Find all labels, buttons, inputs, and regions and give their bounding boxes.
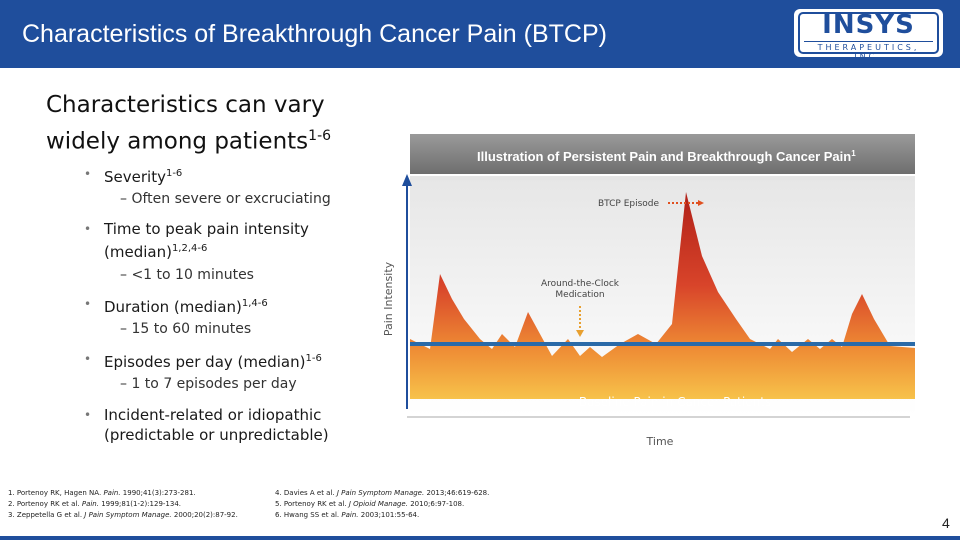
headline: Characteristics can vary widely among pa… [46, 90, 331, 158]
bullet-dot-icon: • [84, 167, 92, 181]
sub-bullet-text: 1 to 7 episodes per day [131, 376, 297, 392]
btcp-legend-arrow-icon [698, 200, 704, 206]
bullet-text: Duration (median) [104, 298, 242, 316]
headline-line2: widely among patients [46, 128, 309, 155]
sub-bullet-time-to-peak: – <1 to 10 minutes [120, 267, 254, 283]
chart-title: Illustration of Persistent Pain and Brea… [477, 149, 856, 164]
bullet-citation: 1,2,4-6 [171, 243, 208, 254]
bullet-dot-icon: • [84, 297, 92, 311]
footer-bar [0, 536, 960, 540]
reference-item: 1. Portenoy RK, Hagen NA. Pain. 1990;41(… [8, 489, 196, 497]
bullet-dot-icon: • [84, 408, 92, 422]
reference-item: 5. Portenoy RK et al. J Opioid Manage. 2… [275, 500, 465, 508]
bullet-dot-icon: • [84, 222, 92, 236]
bullet-text: Time to peak pain intensity [104, 220, 309, 238]
bullet-text-line2: (median) [104, 243, 172, 261]
reference-item: 2. Portenoy RK et al. Pain. 1999;81(1-2)… [8, 500, 182, 508]
pain-illustration-chart: Illustration of Persistent Pain and Brea… [382, 134, 915, 448]
logo-subtext: THERAPEUTICS, INC. [804, 41, 933, 61]
insys-logo: INSYS THERAPEUTICS, INC. [794, 9, 943, 61]
bullet-text-line2: (predictable or unpredictable) [104, 426, 329, 444]
sub-bullet-text: 15 to 60 minutes [131, 321, 252, 337]
bullet-citation: 1-6 [165, 168, 183, 179]
bullet-dot-icon: • [84, 352, 92, 366]
page-number: 4 [942, 515, 950, 531]
sub-bullet-episodes: – 1 to 7 episodes per day [120, 376, 297, 392]
sub-bullet-duration: – 15 to 60 minutes [120, 321, 252, 337]
bullet-citation: 1,4-6 [241, 298, 268, 309]
chart-title-bar [410, 134, 915, 174]
atc-label-line1: Around-the-Clock [541, 279, 620, 289]
slide-title: Characteristics of Breakthrough Cancer P… [22, 20, 607, 48]
headline-citation: 1-6 [308, 128, 332, 144]
headline-line1: Characteristics can vary [46, 92, 325, 118]
reference-item: 4. Davies A et al. J Pain Symptom Manage… [275, 489, 490, 497]
atc-arrow-icon [576, 330, 584, 337]
references-col2: 4. Davies A et al. J Pain Symptom Manage… [275, 488, 489, 521]
y-axis-arrow-icon [402, 174, 412, 186]
bullet-citation: 1-6 [305, 353, 322, 364]
bullet-text: Episodes per day (median) [104, 353, 306, 371]
bullet-text: Severity [104, 168, 166, 186]
bullet-text: Incident-related or idiopathic [104, 406, 322, 424]
btcp-legend-label: BTCP Episode [598, 199, 660, 209]
reference-item: 3. Zeppetella G et al. J Pain Symptom Ma… [8, 511, 238, 519]
atc-label-line2: Medication [555, 290, 604, 300]
sub-bullet-text: <1 to 10 minutes [131, 267, 254, 283]
pain-area [410, 192, 915, 399]
sub-bullet-text: Often severe or excruciating [131, 191, 331, 207]
reference-item: 6. Hwang SS et al. Pain. 2003;101:55-64. [275, 511, 420, 519]
references-col1: 1. Portenoy RK, Hagen NA. Pain. 1990;41(… [8, 488, 238, 521]
sub-bullet-severity: – Often severe or excruciating [120, 191, 331, 207]
y-axis-label: Pain Intensity [382, 261, 395, 336]
x-axis-label: Time [646, 435, 674, 448]
slide-header: Characteristics of Breakthrough Cancer P… [0, 0, 960, 68]
logo-wordmark: INSYS [822, 10, 915, 40]
baseline-label: Baseline Pain in Cancer Patients [579, 395, 771, 409]
